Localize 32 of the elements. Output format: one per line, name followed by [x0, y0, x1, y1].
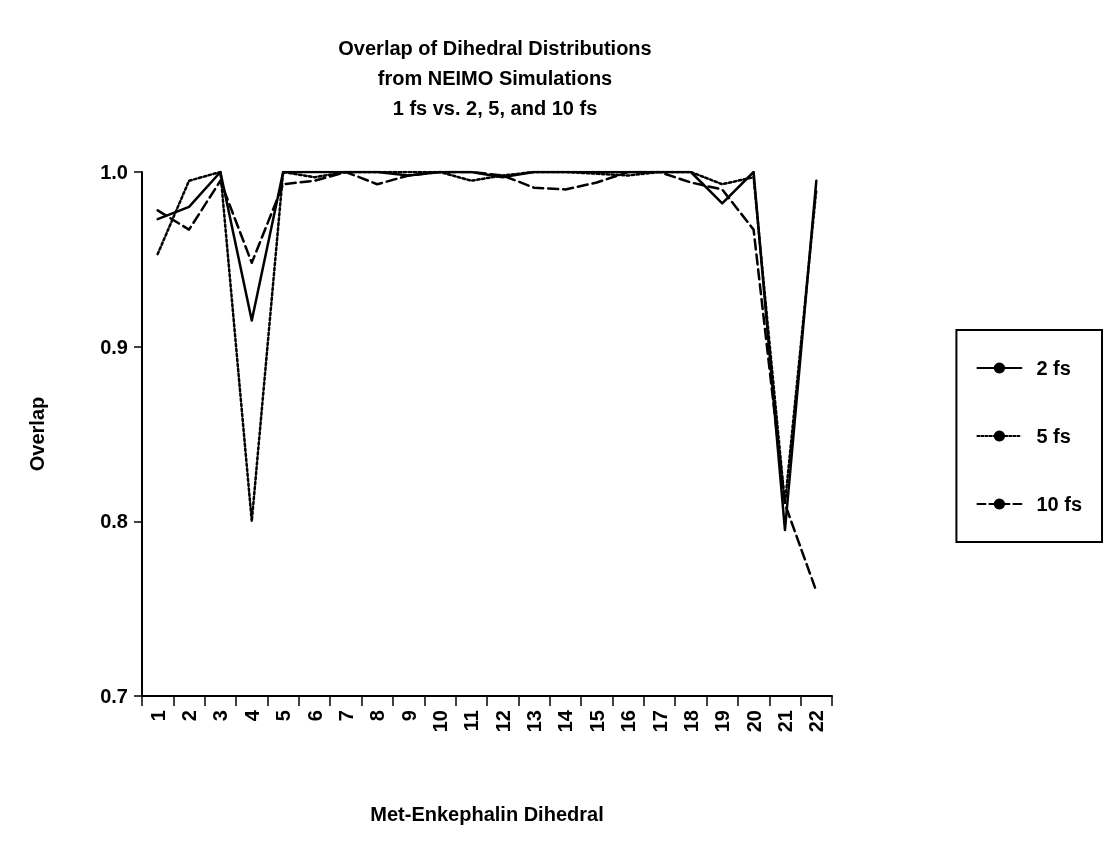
x-tick-label: 8 [366, 710, 389, 722]
x-tick-label: 5 [272, 710, 295, 722]
x-tick-label: 6 [303, 710, 326, 722]
legend-label: 10 fs [1036, 493, 1083, 515]
x-tick-label: 14 [554, 709, 577, 733]
x-tick-label: 22 [805, 710, 828, 733]
y-axis-title: Overlap [26, 396, 48, 472]
x-tick-label: 10 [428, 710, 451, 733]
x-tick-label: 1 [146, 710, 169, 722]
x-tick-label: 11 [460, 710, 483, 732]
legend-label: 2 fs [1036, 357, 1071, 379]
x-tick-label: 17 [648, 710, 671, 733]
x-tick-label: 4 [240, 709, 263, 722]
y-tick-label: 0.9 [100, 335, 128, 358]
x-axis-title: Met-Enkephalin Dihedral [370, 803, 604, 825]
chart-title: Overlap of Dihedral Distributions from NEIMO Simulations 1 fs vs. 2, 5, and 10 fs [338, 37, 652, 119]
x-tick-label: 3 [209, 710, 232, 722]
x-tick-label: 13 [523, 710, 546, 733]
x-tick-label: 12 [491, 710, 514, 733]
x-tick-label: 18 [679, 710, 702, 733]
x-tick-label: 2 [178, 710, 201, 722]
x-tick-label: 19 [711, 710, 734, 733]
x-tick-label: 20 [742, 710, 765, 733]
legend-label: 5 fs [1036, 425, 1071, 447]
x-tick-label: 16 [617, 710, 640, 733]
y-tick-label: 1.0 [100, 161, 128, 183]
y-tick-label: 0.7 [100, 685, 128, 707]
x-tick-label: 9 [397, 710, 420, 722]
x-tick-label: 15 [585, 710, 608, 733]
y-tick-label: 0.8 [100, 510, 128, 533]
x-tick-label: 21 [773, 710, 796, 733]
x-tick-label: 7 [334, 710, 357, 722]
